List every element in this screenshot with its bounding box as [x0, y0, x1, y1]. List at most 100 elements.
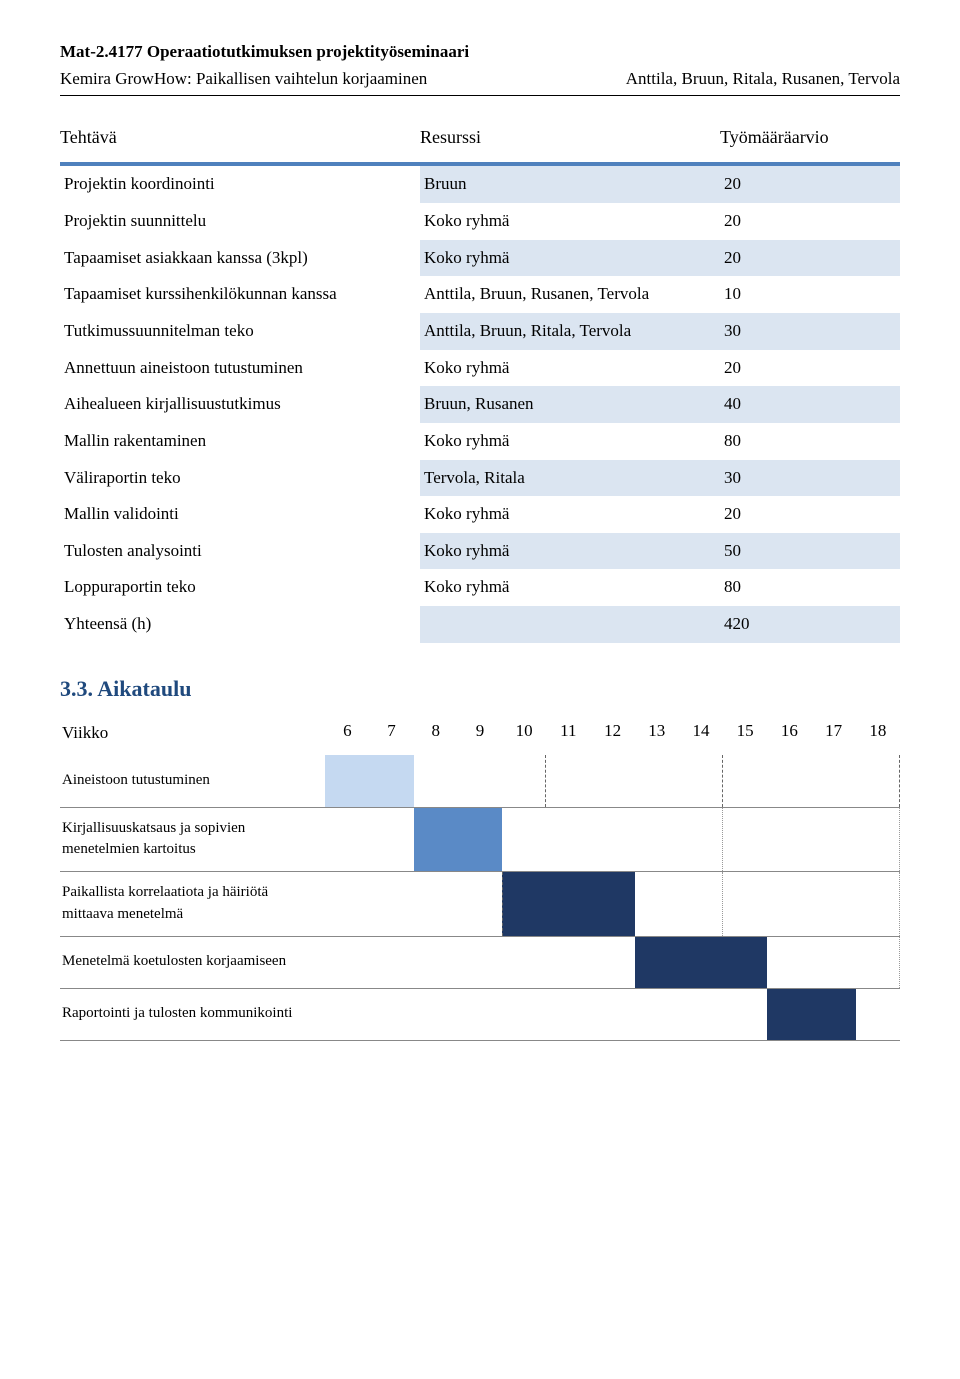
- gantt-cell: [546, 988, 590, 1040]
- task-estimate: 80: [720, 423, 900, 460]
- gantt-week-number: 16: [767, 711, 811, 756]
- gantt-bar: [325, 755, 369, 807]
- task-name: Väliraportin teko: [60, 460, 420, 497]
- gantt-cell: [369, 936, 413, 988]
- gantt-cell: [590, 872, 634, 937]
- gantt-cell: [546, 807, 590, 872]
- gantt-cell: [723, 755, 767, 807]
- gantt-cell: [679, 936, 723, 988]
- gantt-cell: [723, 988, 767, 1040]
- gantt-bar: [414, 808, 458, 872]
- gantt-cell: [635, 807, 679, 872]
- gantt-cell: [414, 936, 458, 988]
- gantt-cell: [767, 872, 811, 937]
- gantt-dash: [502, 872, 503, 936]
- gantt-week-number: 8: [414, 711, 458, 756]
- gantt-cell: [635, 755, 679, 807]
- gantt-cell: [635, 936, 679, 988]
- table-row: Mallin rakentaminenKoko ryhmä80: [60, 423, 900, 460]
- task-name: Tulosten analysointi: [60, 533, 420, 570]
- header-subline: Kemira GrowHow: Paikallisen vaihtelun ko…: [60, 67, 900, 92]
- gantt-cell: [590, 807, 634, 872]
- gantt-dot: [899, 808, 900, 872]
- task-name: Projektin koordinointi: [60, 164, 420, 203]
- gantt-row: Kirjallisuuskatsaus ja sopivien menetelm…: [60, 807, 900, 872]
- gantt-cell: [458, 872, 502, 937]
- task-resource: Anttila, Bruun, Rusanen, Tervola: [420, 276, 720, 313]
- gantt-cell: [414, 988, 458, 1040]
- task-estimate: 50: [720, 533, 900, 570]
- gantt-week-number: 15: [723, 711, 767, 756]
- task-resource: Anttila, Bruun, Ritala, Tervola: [420, 313, 720, 350]
- task-name: Mallin validointi: [60, 496, 420, 533]
- gantt-week-number: 17: [811, 711, 855, 756]
- gantt-cell: [414, 872, 458, 937]
- gantt-cell: [590, 936, 634, 988]
- task-resource: Tervola, Ritala: [420, 460, 720, 497]
- gantt-cell: [458, 988, 502, 1040]
- gantt-cell: [767, 807, 811, 872]
- gantt-cell: [590, 755, 634, 807]
- task-name: Annettuun aineistoon tutustuminen: [60, 350, 420, 387]
- gantt-cell: [414, 755, 458, 807]
- gantt-cell: [325, 755, 369, 807]
- gantt-cell: [590, 988, 634, 1040]
- task-resource: [420, 606, 720, 643]
- task-name: Mallin rakentaminen: [60, 423, 420, 460]
- gantt-bar: [458, 808, 502, 872]
- gantt-cell: [856, 755, 900, 807]
- gantt-row-label: Paikallista korrelaatiota ja häiriötä mi…: [60, 872, 325, 937]
- gantt-cell: [458, 936, 502, 988]
- gantt-cell: [811, 872, 855, 937]
- gantt-cell: [325, 872, 369, 937]
- gantt-cell: [679, 807, 723, 872]
- gantt-cell: [767, 988, 811, 1040]
- gantt-cell: [369, 988, 413, 1040]
- table-row: Yhteensä (h) 420: [60, 606, 900, 643]
- gantt-row: Menetelmä koetulosten korjaamiseen: [60, 936, 900, 988]
- task-name: Aihealueen kirjallisuustutkimus: [60, 386, 420, 423]
- gantt-cell: [369, 755, 413, 807]
- gantt-week-number: 9: [458, 711, 502, 756]
- table-row: Projektin suunnitteluKoko ryhmä20: [60, 203, 900, 240]
- task-estimate: 420: [720, 606, 900, 643]
- gantt-cell: [856, 807, 900, 872]
- gantt-cell: [856, 988, 900, 1040]
- task-estimate: 80: [720, 569, 900, 606]
- task-estimate: 20: [720, 496, 900, 533]
- gantt-row: Raportointi ja tulosten kommunikointi: [60, 988, 900, 1040]
- gantt-cell: [811, 988, 855, 1040]
- task-resource: Koko ryhmä: [420, 240, 720, 277]
- table-row: Tutkimussuunnitelman tekoAnttila, Bruun,…: [60, 313, 900, 350]
- gantt-week-number: 11: [546, 711, 590, 756]
- gantt-row-label: Kirjallisuuskatsaus ja sopivien menetelm…: [60, 807, 325, 872]
- gantt-week-number: 6: [325, 711, 369, 756]
- gantt-cell: [679, 755, 723, 807]
- task-table: Projektin koordinointiBruun20Projektin s…: [60, 162, 900, 642]
- course-code: Mat-2.4177: [60, 42, 143, 61]
- gantt-row: Aineistoon tutustuminen: [60, 755, 900, 807]
- task-name: Tapaamiset kurssihenkilökunnan kanssa: [60, 276, 420, 313]
- gantt-cell: [325, 807, 369, 872]
- task-name: Yhteensä (h): [60, 606, 420, 643]
- table-row: Mallin validointiKoko ryhmä20: [60, 496, 900, 533]
- gantt-cell: [325, 988, 369, 1040]
- gantt-cell: [369, 807, 413, 872]
- header-authors: Anttila, Bruun, Ritala, Rusanen, Tervola: [626, 67, 900, 92]
- task-name: Loppuraportin teko: [60, 569, 420, 606]
- gantt-cell: [723, 872, 767, 937]
- task-resource: Koko ryhmä: [420, 569, 720, 606]
- task-estimate: 10: [720, 276, 900, 313]
- table-row: Tapaamiset asiakkaan kanssa (3kpl)Koko r…: [60, 240, 900, 277]
- col-estimate: Työmääräarvio: [720, 124, 900, 150]
- task-estimate: 20: [720, 203, 900, 240]
- gantt-row-label: Raportointi ja tulosten kommunikointi: [60, 988, 325, 1040]
- gantt-week-label: Viikko: [60, 711, 325, 756]
- gantt-cell: [723, 936, 767, 988]
- gantt-bar: [590, 872, 634, 936]
- gantt-cell: [502, 936, 546, 988]
- gantt-week-number: 13: [635, 711, 679, 756]
- gantt-cell: [767, 936, 811, 988]
- gantt-cell: [679, 988, 723, 1040]
- gantt-dot: [899, 872, 900, 936]
